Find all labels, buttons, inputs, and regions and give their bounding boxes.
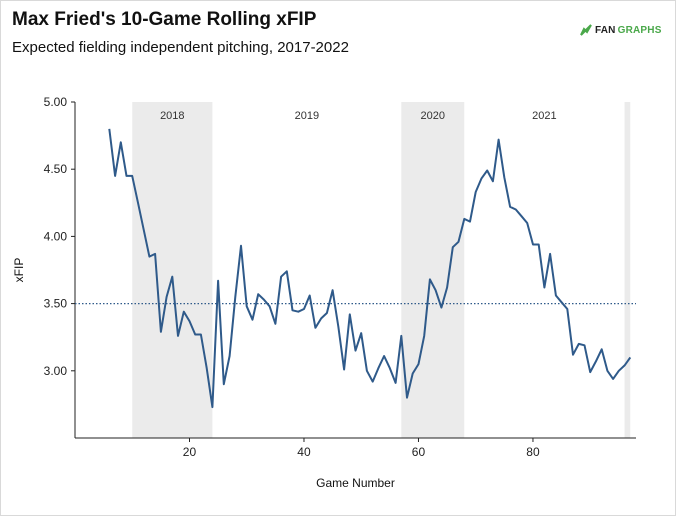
chart-subtitle: Expected fielding independent pitching, … [12,39,349,56]
x-tick-label: 20 [183,445,197,459]
y-tick-label: 5.00 [44,95,68,109]
fangraphs-logo: FAN GRAPHS [579,24,662,36]
y-tick-label: 4.00 [44,229,68,243]
x-tick-label: 40 [297,445,311,459]
period-label: 2020 [421,110,445,122]
y-tick-label: 3.50 [44,297,68,311]
shaded-period-band [401,102,465,438]
period-label: 2018 [160,110,184,122]
x-axis-title: Game Number [316,476,395,490]
period-label: 2021 [532,110,556,122]
x-tick-label: 80 [526,445,540,459]
x-tick-label: 60 [412,445,426,459]
fangraphs-logo-icon [580,24,592,36]
y-tick-label: 4.50 [44,162,68,176]
shaded-period-band [624,102,631,438]
logo-text-fan: FAN [595,24,616,36]
logo-text-graphs: GRAPHS [617,24,662,36]
y-axis-title: xFIP [12,258,26,283]
chart-title: Max Fried's 10-Game Rolling xFIP [12,9,317,30]
period-label: 2019 [295,110,319,122]
xfip-series-line [108,128,632,409]
y-tick-label: 3.00 [44,364,68,378]
shaded-period-band [132,102,213,438]
